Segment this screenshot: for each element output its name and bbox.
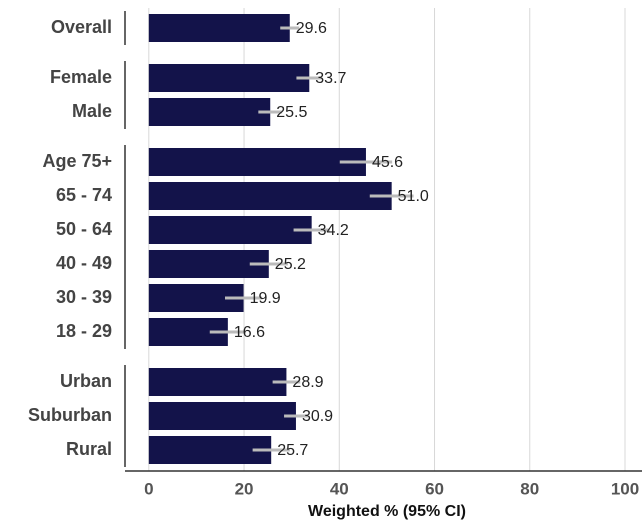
bar [148, 14, 290, 42]
y-tick-label: 40 - 49 [56, 253, 112, 273]
x-tick-label: 40 [330, 479, 349, 498]
value-label: 33.7 [315, 70, 346, 87]
value-label: 45.6 [372, 154, 403, 171]
y-tick-label: 30 - 39 [56, 287, 112, 307]
value-label: 29.6 [296, 20, 327, 37]
value-label: 19.9 [250, 290, 281, 307]
y-tick-label: Male [72, 101, 112, 121]
value-label: 25.5 [276, 104, 307, 121]
value-label: 34.2 [318, 222, 349, 239]
bar [148, 216, 312, 244]
x-tick-label: 20 [235, 479, 254, 498]
bar [148, 368, 287, 396]
bar [148, 98, 271, 126]
x-tick-label: 100 [611, 479, 639, 498]
value-label: 30.9 [302, 408, 333, 425]
y-tick-label: 50 - 64 [56, 219, 112, 239]
y-tick-label: Female [50, 67, 112, 87]
y-tick-label: 65 - 74 [56, 185, 112, 205]
bar [148, 250, 269, 278]
value-label: 25.7 [277, 442, 308, 459]
bar [148, 148, 366, 176]
x-tick-label: 80 [520, 479, 539, 498]
y-tick-label: Suburban [28, 405, 112, 425]
value-label: 51.0 [398, 188, 429, 205]
y-tick-label: Rural [66, 439, 112, 459]
bar [148, 182, 392, 210]
value-label: 16.6 [234, 324, 265, 341]
x-axis-label: Weighted % (95% CI) [308, 503, 466, 520]
value-label: 28.9 [292, 374, 323, 391]
y-tick-label: Overall [51, 17, 112, 37]
x-tick-label: 0 [144, 479, 153, 498]
y-tick-label: Urban [60, 371, 112, 391]
value-label: 25.2 [275, 256, 306, 273]
bar [148, 402, 296, 430]
x-tick-label: 60 [425, 479, 444, 498]
y-tick-label: Age 75+ [42, 151, 112, 171]
y-tick-label: 18 - 29 [56, 321, 112, 341]
bar [148, 64, 310, 92]
bar [148, 436, 272, 464]
